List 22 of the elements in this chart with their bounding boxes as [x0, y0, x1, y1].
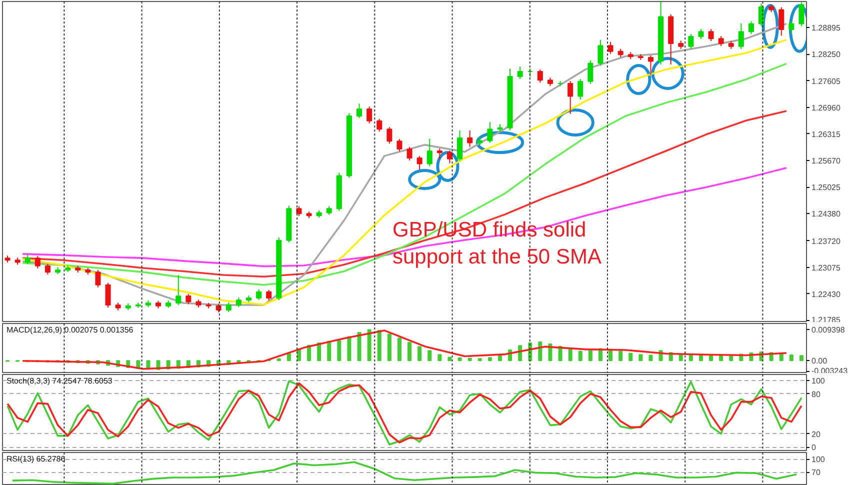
y-tick-label: 1.26315 — [812, 130, 841, 139]
chart-title: RSI(13) 65.2786 — [6, 454, 66, 464]
y-tick-label: 1.23075 — [812, 263, 841, 272]
y-tick-label: 1.28895 — [812, 24, 841, 33]
y-tick-label: 1.25670 — [812, 156, 841, 166]
y-tick-label: 0.00 — [812, 356, 828, 366]
y-tick-label: 1.23720 — [812, 236, 841, 246]
y-tick-label: 70 — [812, 468, 821, 478]
y-tick-label: 1.22430 — [812, 290, 841, 299]
chart-title: MACD(12,26,9) 0.002075 0.001356 — [6, 326, 134, 334]
y-tick-label: 100 — [812, 376, 826, 386]
y-tick-label: 1.26960 — [812, 103, 841, 112]
y-tick-label: 1.24380 — [812, 210, 841, 219]
y-tick-label: 1.28250 — [812, 50, 841, 60]
y-tick-label: 1.27605 — [812, 76, 841, 86]
chart-title: Stoch(8,3,3) 74.2547 78.6053 — [6, 376, 113, 386]
y-tick-label: 80 — [812, 390, 821, 399]
y-tick-label: 100 — [812, 455, 826, 464]
y-tick-label: 1.25025 — [812, 183, 841, 192]
y-tick-label: 20 — [812, 430, 821, 439]
y-tick-label: 0.009398 — [812, 325, 846, 334]
y-tick-label: 0 — [812, 443, 816, 452]
